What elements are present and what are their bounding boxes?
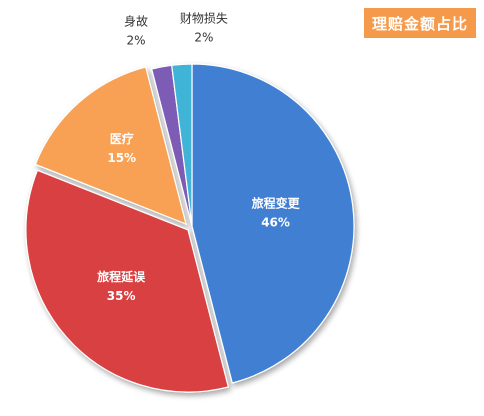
- slice-label: 医疗: [110, 131, 134, 146]
- slice-label: 财物损失: [180, 10, 228, 25]
- pie-slice-1: [191, 63, 355, 384]
- chart-title: 理赔金额占比: [364, 8, 476, 38]
- slice-percent-label: 46%: [261, 215, 290, 229]
- pie-slice-5: [171, 63, 193, 227]
- slice-percent-label: 2%: [194, 30, 213, 44]
- slice-label: 身故: [124, 13, 148, 28]
- slice-label: 旅程变更: [252, 195, 301, 210]
- pie-slice-3: [34, 66, 187, 225]
- slice-percent-label: 35%: [107, 289, 136, 303]
- slice-percent-label: 2%: [126, 33, 145, 47]
- pie-slice-2: [25, 169, 230, 393]
- slice-label: 旅程延误: [97, 269, 146, 284]
- slice-percent-label: 15%: [107, 151, 136, 165]
